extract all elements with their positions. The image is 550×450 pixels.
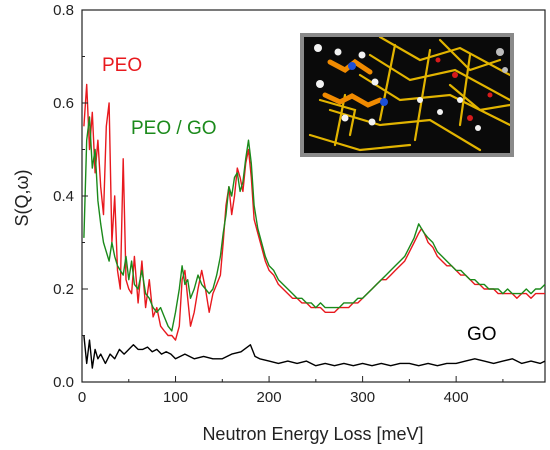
y-axis-title: S(Q,ω) [12,169,32,226]
y-tick-label: 0.4 [53,188,74,205]
y-tick-label: 0.6 [53,95,74,112]
x-tick-label: 400 [444,389,469,406]
molecular-structure-icon [300,33,514,157]
x-axis-title: Neutron Energy Loss [meV] [202,424,423,444]
series-line-peo-go [83,116,546,332]
series-label-peo: PEO [102,55,142,76]
x-tick-label: 0 [78,389,86,406]
series-line-go [83,335,546,369]
x-tick-label: 300 [350,389,375,406]
x-tick-label: 200 [257,389,282,406]
x-axis-ticks: 0 100 200 300 400 [78,376,504,406]
y-axis-ticks: 0.0 0.2 0.4 0.6 0.8 [53,2,88,391]
series-layer [83,83,546,369]
y-tick-label: 0.2 [53,281,74,298]
series-label-go: GO [467,324,497,345]
y-tick-label: 0.8 [53,2,74,19]
x-tick-label: 100 [163,389,188,406]
series-label-peo-go: PEO / GO [131,118,217,139]
y-tick-label: 0.0 [53,374,74,391]
